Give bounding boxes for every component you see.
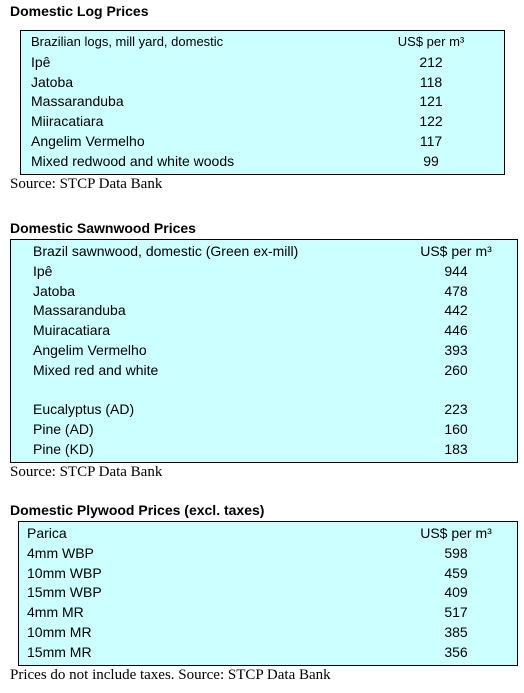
header-label: Parica <box>27 525 67 541</box>
section-title: Domestic Sawnwood Prices <box>10 220 196 236</box>
source-note: Source: STCP Data Bank <box>10 175 163 192</box>
section-title: Domestic Plywood Prices (excl. taxes) <box>10 502 265 518</box>
row-label: Massaranduba <box>33 302 126 319</box>
row-label: Massaranduba <box>31 93 124 110</box>
row-value: 517 <box>444 604 468 621</box>
row-label: 10mm MR <box>27 624 92 640</box>
row-value: 944 <box>444 262 468 279</box>
row-value: 598 <box>444 544 468 561</box>
row-label: 15mm MR <box>27 643 92 660</box>
header-label: Brazil sawnwood, domestic (Green ex-mill… <box>33 243 299 259</box>
row-value: 459 <box>444 564 468 581</box>
row-label: Pine (KD) <box>33 441 94 457</box>
row-label: Mixed redwood and white woods <box>31 152 235 169</box>
row-value: 99 <box>423 152 439 169</box>
row-value: 385 <box>444 624 468 640</box>
price-table: Parica US$ per m³ 4mm WBP 598 10mm WBP 459 15m… <box>18 521 518 666</box>
row-value: 160 <box>444 421 468 438</box>
row-value: 442 <box>444 302 468 319</box>
header-unit: US$ per m³ <box>420 243 492 259</box>
section-title: Domestic Log Prices <box>10 3 149 19</box>
row-label: 15mm WBP <box>27 584 102 601</box>
row-value: 118 <box>419 73 443 90</box>
price-table: Brazil sawnwood, domestic (Green ex-mill… <box>10 239 518 463</box>
source-note: Prices do not include taxes. Source: STC… <box>10 666 331 683</box>
row-value: 393 <box>444 342 468 358</box>
row-value: 212 <box>419 53 443 70</box>
row-value: 446 <box>444 322 468 339</box>
header-label: Brazilian logs, mill yard, domestic <box>31 34 224 49</box>
row-label: Miiracatiara <box>31 113 104 130</box>
row-label: Eucalyptus (AD) <box>33 401 135 418</box>
row-value: 223 <box>444 401 468 418</box>
header-unit: US$ per m³ <box>397 34 465 49</box>
row-value: 122 <box>419 113 443 130</box>
row-label: Mixed red and white <box>33 361 159 378</box>
row-label: 4mm MR <box>27 604 84 621</box>
row-value: 121 <box>419 93 443 110</box>
row-label: 10mm WBP <box>27 564 102 581</box>
row-label: Ipê <box>33 262 53 279</box>
row-value: 478 <box>444 282 468 299</box>
row-value: 117 <box>419 133 443 149</box>
row-label: Angelim Vermelho <box>33 342 147 358</box>
header-unit: US$ per m³ <box>420 525 492 541</box>
row-value: 183 <box>444 441 468 457</box>
price-table: Brazilian logs, mill yard, domestic US$ p… <box>20 30 505 175</box>
row-label: Angelim Vermelho <box>31 133 145 149</box>
row-label: Jatoba <box>33 282 76 299</box>
row-label: Ipê <box>31 53 51 70</box>
row-label: Jatoba <box>31 73 74 90</box>
row-label: Muiracatiara <box>33 322 111 339</box>
row-label: Pine (AD) <box>33 421 94 438</box>
row-value: 260 <box>444 361 468 378</box>
source-note: Source: STCP Data Bank <box>10 463 163 480</box>
row-value: 356 <box>444 643 468 660</box>
row-label: 4mm WBP <box>27 544 94 561</box>
row-value: 409 <box>444 584 468 601</box>
